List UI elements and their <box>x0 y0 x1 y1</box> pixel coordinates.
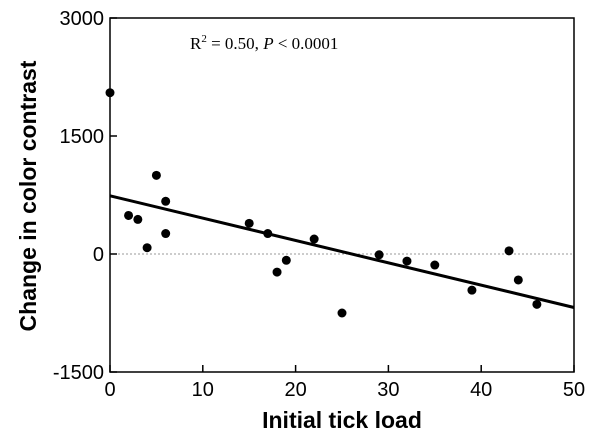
p-value: < 0.0001 <box>274 34 339 53</box>
x-tick-label: 30 <box>377 379 399 401</box>
x-axis-title: Initial tick load <box>262 407 422 433</box>
y-tick-label: 3000 <box>60 8 105 30</box>
r2-value: = 0.50, <box>207 34 263 53</box>
data-points <box>105 88 542 318</box>
data-point <box>263 229 273 239</box>
x-tick-label: 20 <box>284 379 306 401</box>
data-point <box>374 250 384 260</box>
y-tick-label: 1500 <box>60 126 105 148</box>
data-point <box>161 229 171 239</box>
r2-superscript: 2 <box>201 33 207 45</box>
x-tick-label: 10 <box>192 379 214 401</box>
p-label: P <box>262 34 273 53</box>
x-tick-label: 50 <box>563 379 585 401</box>
data-point <box>513 275 523 285</box>
data-point <box>309 234 319 244</box>
data-point <box>281 255 291 265</box>
data-point <box>402 256 412 266</box>
y-tick-label: -1500 <box>53 362 104 384</box>
data-point <box>151 170 161 180</box>
plot-border <box>109 17 575 373</box>
r2-annotation: R2 = 0.50, P < 0.0001 <box>190 33 338 53</box>
plot-frame <box>109 17 575 373</box>
r2-label: R <box>190 34 202 53</box>
x-tick-label: 40 <box>470 379 492 401</box>
data-point <box>504 246 514 256</box>
data-point <box>124 210 134 220</box>
y-axis-ticks: 3000 1500 0 -1500 <box>53 8 117 384</box>
data-point <box>161 196 171 206</box>
data-point <box>532 299 542 309</box>
data-point <box>272 267 282 277</box>
x-tick-label: 0 <box>104 379 115 401</box>
data-point <box>430 260 440 270</box>
y-axis-title: Change in color contrast <box>15 60 41 331</box>
regression-line <box>109 194 575 309</box>
data-point <box>133 214 143 224</box>
data-point <box>244 218 254 228</box>
data-point <box>467 285 477 295</box>
data-point <box>105 88 115 98</box>
data-point <box>337 308 347 318</box>
x-axis-ticks: 0 10 20 30 40 50 <box>104 365 585 401</box>
data-point <box>142 243 152 253</box>
regression-line-path <box>109 194 575 309</box>
y-tick-label: 0 <box>93 244 104 266</box>
